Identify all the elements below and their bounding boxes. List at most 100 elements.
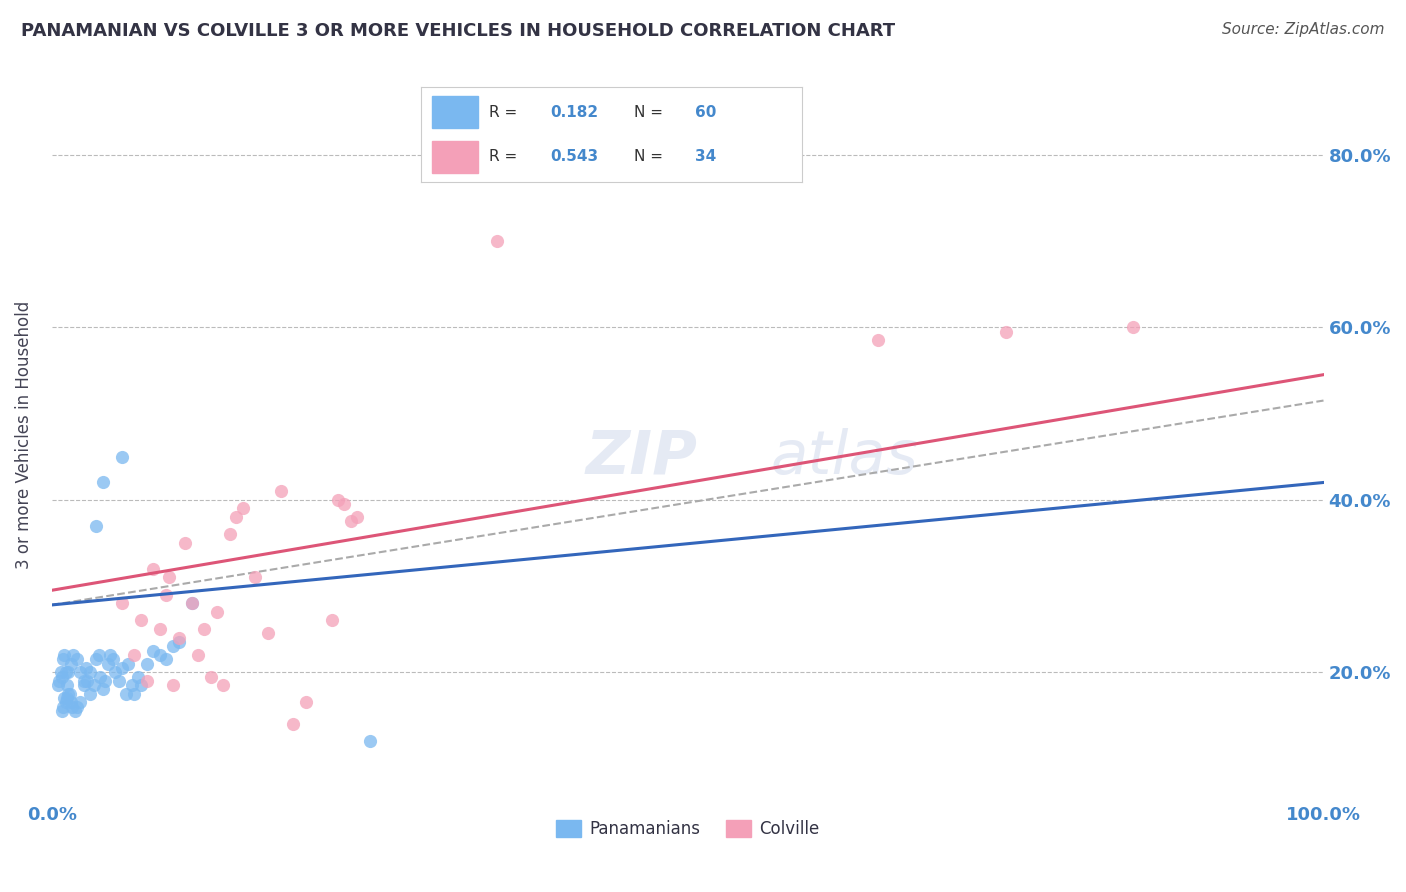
Point bbox=[56, 691, 79, 706]
Point bbox=[98, 648, 121, 662]
Point bbox=[69, 665, 91, 680]
Point bbox=[55, 665, 77, 680]
Point bbox=[200, 669, 222, 683]
Point bbox=[94, 673, 117, 688]
Point bbox=[339, 514, 361, 528]
Point bbox=[75, 661, 97, 675]
Point bbox=[149, 622, 172, 636]
Point bbox=[51, 669, 73, 683]
Text: atlas: atlas bbox=[770, 427, 918, 486]
Point bbox=[167, 631, 190, 645]
Point bbox=[180, 596, 202, 610]
Point bbox=[218, 527, 240, 541]
Legend: Panamanians, Colville: Panamanians, Colville bbox=[550, 813, 825, 845]
Point bbox=[283, 717, 305, 731]
Point bbox=[46, 678, 69, 692]
Point bbox=[485, 234, 508, 248]
Text: ZIP: ZIP bbox=[586, 427, 697, 486]
Point bbox=[48, 673, 70, 688]
Point bbox=[49, 665, 72, 680]
Point bbox=[66, 699, 89, 714]
Point bbox=[79, 687, 101, 701]
Point bbox=[111, 450, 134, 464]
Point bbox=[66, 652, 89, 666]
Point bbox=[84, 652, 107, 666]
Point bbox=[212, 678, 235, 692]
Point bbox=[52, 652, 75, 666]
Point bbox=[104, 665, 127, 680]
Y-axis label: 3 or more Vehicles in Household: 3 or more Vehicles in Household bbox=[15, 301, 32, 569]
Point bbox=[51, 704, 73, 718]
Point bbox=[136, 673, 159, 688]
Point bbox=[162, 640, 184, 654]
Point bbox=[111, 596, 134, 610]
Point bbox=[127, 669, 149, 683]
Point bbox=[149, 648, 172, 662]
Point bbox=[97, 657, 120, 671]
Point bbox=[121, 678, 143, 692]
Point bbox=[60, 699, 83, 714]
Point bbox=[58, 687, 80, 701]
Point bbox=[155, 652, 177, 666]
Point bbox=[129, 614, 152, 628]
Point bbox=[136, 657, 159, 671]
Point bbox=[91, 682, 114, 697]
Point bbox=[56, 678, 79, 692]
Point bbox=[101, 652, 124, 666]
Point bbox=[58, 687, 80, 701]
Point bbox=[72, 673, 94, 688]
Point bbox=[53, 691, 76, 706]
Text: Source: ZipAtlas.com: Source: ZipAtlas.com bbox=[1222, 22, 1385, 37]
Point bbox=[117, 657, 139, 671]
Point bbox=[79, 665, 101, 680]
Point bbox=[84, 518, 107, 533]
Text: PANAMANIAN VS COLVILLE 3 OR MORE VEHICLES IN HOUSEHOLD CORRELATION CHART: PANAMANIAN VS COLVILLE 3 OR MORE VEHICLE… bbox=[21, 22, 896, 40]
Point bbox=[55, 695, 77, 709]
Point bbox=[225, 510, 247, 524]
Point bbox=[295, 695, 318, 709]
Point bbox=[326, 492, 349, 507]
Point bbox=[76, 673, 98, 688]
Point bbox=[58, 665, 80, 680]
Point bbox=[245, 570, 267, 584]
Point bbox=[193, 622, 215, 636]
Point bbox=[59, 695, 82, 709]
Point bbox=[231, 501, 253, 516]
Point bbox=[59, 657, 82, 671]
Point bbox=[167, 635, 190, 649]
Point bbox=[157, 570, 180, 584]
Point bbox=[124, 687, 146, 701]
Point bbox=[270, 484, 292, 499]
Point bbox=[114, 687, 136, 701]
Point bbox=[155, 588, 177, 602]
Point bbox=[69, 695, 91, 709]
Point bbox=[129, 678, 152, 692]
Point bbox=[52, 699, 75, 714]
Point bbox=[87, 648, 110, 662]
Point bbox=[321, 614, 343, 628]
Point bbox=[359, 734, 381, 748]
Point bbox=[124, 648, 146, 662]
Point bbox=[180, 596, 202, 610]
Point bbox=[333, 497, 356, 511]
Point bbox=[868, 333, 890, 347]
Point bbox=[72, 678, 94, 692]
Point bbox=[174, 536, 197, 550]
Point bbox=[62, 648, 84, 662]
Point bbox=[346, 510, 368, 524]
Point bbox=[83, 678, 105, 692]
Point bbox=[111, 661, 134, 675]
Point bbox=[142, 562, 165, 576]
Point bbox=[162, 678, 184, 692]
Point bbox=[1122, 320, 1144, 334]
Point bbox=[91, 475, 114, 490]
Point bbox=[89, 669, 111, 683]
Point bbox=[142, 643, 165, 657]
Point bbox=[257, 626, 280, 640]
Point bbox=[53, 648, 76, 662]
Point bbox=[994, 325, 1017, 339]
Point bbox=[187, 648, 209, 662]
Point bbox=[205, 605, 228, 619]
Point bbox=[63, 704, 86, 718]
Point bbox=[108, 673, 131, 688]
